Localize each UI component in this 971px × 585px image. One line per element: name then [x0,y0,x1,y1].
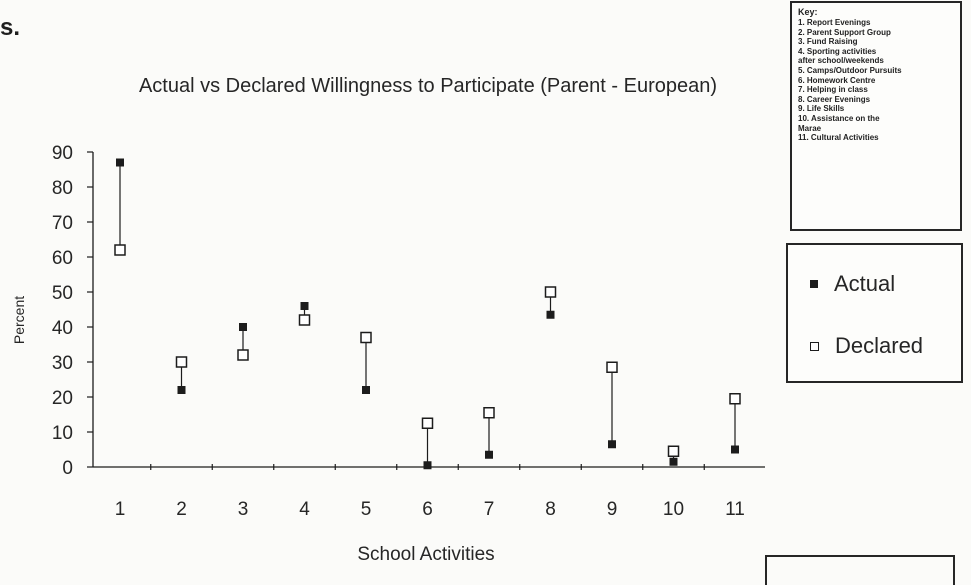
actual-point [177,386,186,394]
key-item: 2. Parent Support Group [798,27,891,37]
y-tick-label: 70 [52,213,73,234]
actual-point [300,302,309,310]
key-item: 10. Assistance on the [798,113,880,123]
text-fragment: s. [0,14,21,41]
x-tick-label: 8 [545,499,556,520]
declared-point [114,244,126,256]
key-item: 1. Report Evenings [798,18,871,27]
key-item: 9. Life Skills [798,104,845,114]
declared-point [298,314,311,326]
data-marks [114,158,741,470]
declared-point [544,286,557,298]
cropped-box-edge [765,555,955,585]
declared-point [483,407,495,419]
filled-square-icon [810,280,818,288]
y-tick-label: 60 [52,248,73,269]
y-tick-label: 20 [52,388,73,409]
actual-point [362,386,370,394]
actual-point [608,440,616,449]
y-tick-label: 0 [62,458,73,479]
legend: Actual Declared [786,243,963,383]
legend-label-actual: Actual [834,271,896,296]
declared-point [729,393,741,405]
declared-point [360,331,372,344]
actual-point [239,323,247,331]
y-tick-label: 50 [52,283,73,304]
declared-point [237,349,249,361]
x-tick-labels: 1 2 3 4 5 6 7 8 9 10 11 [115,499,745,520]
actual-point [116,158,124,167]
key-item: 8. Career Evenings [798,94,871,104]
y-tick-label: 90 [52,143,73,164]
x-tick-label: 5 [361,499,372,520]
key-title: Key: [798,7,818,17]
x-axis-label: School Activities [357,544,494,565]
declared-point [421,417,434,429]
legend-item-declared: Declared [810,333,923,359]
key-item: after school/weekends [798,56,884,66]
y-axis-label: Percent [11,296,27,344]
key-item: 4. Sporting activities [798,46,877,56]
key-item: 3. Fund Raising [798,37,858,47]
actual-point [669,457,678,466]
y-tick-labels: 0 10 20 30 40 50 60 70 80 90 [52,143,73,479]
x-tick-label: 6 [422,499,433,520]
actual-point [546,310,555,319]
y-tick-label: 30 [52,353,73,374]
x-tick-label: 7 [484,499,495,520]
key-item: 7. Helping in class [798,85,868,95]
key-box: Key: 1. Report Evenings 2. Parent Support… [790,1,962,231]
key-item: Marae [798,123,822,133]
chart: Actual vs Declared Willingness to Partic… [11,75,765,565]
legend-item-actual: Actual [810,271,895,297]
declared-point [175,356,188,368]
x-tick-label: 9 [607,499,618,520]
actual-point [485,450,493,459]
key-item: 11. Cultural Activities [798,133,879,143]
actual-point [423,461,432,470]
declared-point [667,445,680,457]
y-tick-label: 80 [52,178,73,199]
x-tick-label: 2 [176,499,187,520]
x-tick-label: 3 [238,499,249,520]
actual-point [731,445,739,454]
key-item: 6. Homework Centre [798,75,876,85]
declared-point [606,361,618,373]
key-list: 1. Report Evenings 2. Parent Support Grou… [798,18,954,143]
key-item: 5. Camps/Outdoor Pursuits [798,65,902,75]
x-tick-label: 4 [299,499,310,520]
y-tick-label: 40 [52,318,73,339]
open-square-icon [810,341,819,351]
x-tick-label: 10 [663,499,684,520]
x-tick-label: 1 [115,499,126,520]
y-tick-label: 10 [52,423,73,444]
legend-label-declared: Declared [835,333,924,358]
x-tick-label: 11 [725,499,745,520]
chart-title: Actual vs Declared Willingness to Partic… [139,75,717,97]
